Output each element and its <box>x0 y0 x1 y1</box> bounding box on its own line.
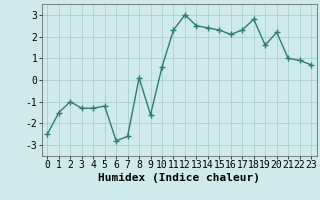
X-axis label: Humidex (Indice chaleur): Humidex (Indice chaleur) <box>98 173 260 183</box>
